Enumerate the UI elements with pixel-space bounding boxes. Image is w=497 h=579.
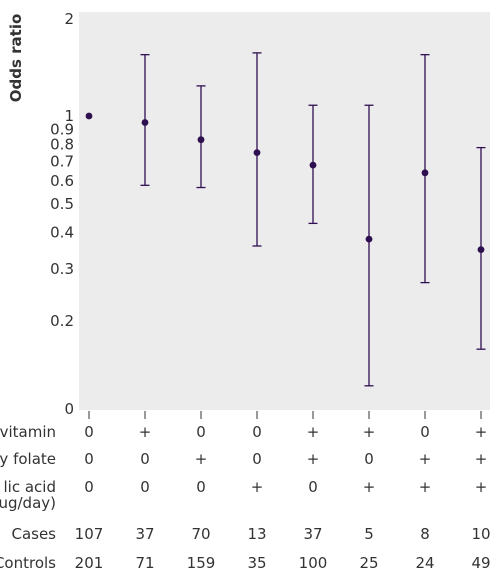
exposure-table: vitamin 0 +0 0 + +0 + y folate 0 0 +0 +0 + + lic acidu… <box>0 423 491 572</box>
odds-ratio-point <box>365 235 373 243</box>
odds-ratio-point <box>477 246 485 254</box>
y-tick-label: 0.4 <box>50 224 74 242</box>
table-cell: 71 <box>135 554 154 572</box>
odds-ratio-point <box>421 169 429 177</box>
plot-area <box>79 12 490 410</box>
table-cell: + <box>419 450 432 468</box>
table-cell: 107 <box>75 525 104 543</box>
table-cell: 35 <box>247 554 266 572</box>
table-cell: 100 <box>299 554 328 572</box>
table-cell: 10 <box>471 525 490 543</box>
y-tick-label: 0.8 <box>50 135 74 153</box>
table-cell: 0 <box>252 423 262 441</box>
odds-ratio-point <box>141 119 149 126</box>
table-cell: + <box>195 450 208 468</box>
table-cell: 37 <box>303 525 322 543</box>
table-cell: + <box>307 423 320 441</box>
table-row-label: Controls <box>0 554 56 572</box>
table-cell: 24 <box>415 554 434 572</box>
table-cell: 0 <box>140 478 150 496</box>
table-cell: + <box>307 450 320 468</box>
table-cell: 0 <box>84 423 94 441</box>
y-tick-label: 0.2 <box>50 312 74 330</box>
table-row-label: y folate <box>0 450 56 468</box>
table-cell: 159 <box>187 554 216 572</box>
table-cell: 0 <box>196 423 206 441</box>
table-row-label: Cases <box>11 525 56 543</box>
table-row-label: lic acid <box>4 478 56 496</box>
table-cell: 25 <box>359 554 378 572</box>
odds-ratio-point <box>197 136 205 144</box>
table-cell: 49 <box>471 554 490 572</box>
table-cell: 0 <box>84 450 94 468</box>
y-axis-label: Odds ratio <box>7 14 25 103</box>
odds-ratio-point <box>85 112 93 120</box>
table-cell: 0 <box>308 478 318 496</box>
table-cell: 0 <box>364 450 374 468</box>
table-cell: + <box>251 478 264 496</box>
table-cell: 201 <box>75 554 104 572</box>
table-cell: 0 <box>140 450 150 468</box>
table-cell: + <box>475 423 488 441</box>
odds-ratio-point <box>309 161 317 169</box>
y-tick-label: 0 <box>64 400 74 418</box>
table-cell: + <box>363 423 376 441</box>
table-cell: 5 <box>364 525 374 543</box>
y-tick-label: 0.5 <box>50 195 74 213</box>
y-tick-label: 0.7 <box>50 152 74 170</box>
y-axis: 0 0.2 0.3 0.4 0.5 0.6 0.70.80.91 2 <box>50 10 74 418</box>
table-row-label: ug/day) <box>0 494 56 512</box>
table-cell: 0 <box>252 450 262 468</box>
y-tick-label: 0.9 <box>50 120 74 138</box>
table-cell: + <box>475 450 488 468</box>
data-marks <box>85 52 486 387</box>
table-cell: + <box>475 478 488 496</box>
table-cell: 0 <box>420 423 430 441</box>
table-row-label: vitamin <box>0 423 56 441</box>
table-cell: 0 <box>196 478 206 496</box>
y-tick-label: 0.6 <box>50 172 74 190</box>
table-cell: 0 <box>84 478 94 496</box>
table-cell: + <box>139 423 152 441</box>
table-cell: + <box>363 478 376 496</box>
table-cell: 37 <box>135 525 154 543</box>
table-cell: 8 <box>420 525 430 543</box>
y-tick-label: 1 <box>64 107 74 125</box>
table-cell: 13 <box>247 525 266 543</box>
table-cell: 70 <box>191 525 210 543</box>
y-tick-label: 0.3 <box>50 260 74 278</box>
y-tick-label: 2 <box>64 10 74 28</box>
odds-ratio-point <box>253 149 261 157</box>
table-cell: + <box>419 478 432 496</box>
x-axis-ticks <box>88 411 482 419</box>
